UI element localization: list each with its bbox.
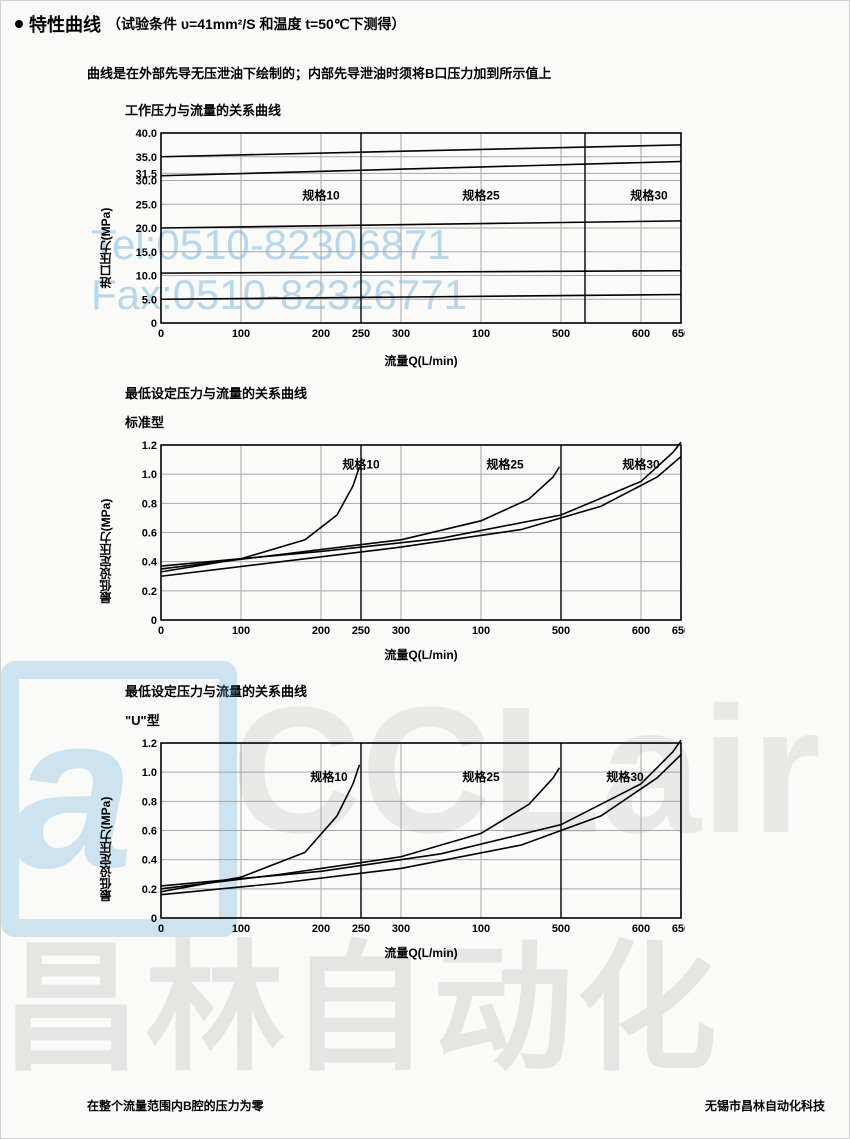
svg-text:1.0: 1.0 [142, 469, 157, 481]
svg-text:规格30: 规格30 [622, 456, 660, 471]
chart3-subtitle: "U"型 [125, 710, 849, 729]
svg-text:500: 500 [552, 328, 570, 340]
svg-text:规格25: 规格25 [462, 769, 500, 784]
page-header: 特性曲线 （试验条件 υ=41mm²/S 和温度 t=50℃下测得） [1, 1, 849, 41]
footer-left: 在整个流量范围内B腔的压力为零 [87, 1097, 264, 1114]
svg-text:100: 100 [472, 625, 490, 637]
subnote: 曲线是在外部先导无压泄油下绘制的；内部先导泄油时须将B口压力加到所示值上 [87, 63, 849, 82]
svg-text:规格10: 规格10 [310, 769, 348, 784]
svg-text:31.5: 31.5 [136, 168, 157, 180]
svg-text:0: 0 [158, 328, 164, 340]
chart1-svg: 05.010.015.020.025.030.031.535.040.00100… [125, 127, 685, 345]
watermark-logo-a: a [11, 681, 133, 901]
svg-text:0.2: 0.2 [142, 884, 157, 896]
svg-text:100: 100 [232, 625, 250, 637]
chart3-svg: 0 0.2 0.4 0.6 0.8 1.0 1.2 0 100 200 250 300 100 500 60… [125, 737, 685, 937]
svg-text:35.0: 35.0 [136, 152, 157, 164]
chart2-xlabel: 流量Q(L/min) [161, 646, 681, 663]
svg-text:0.6: 0.6 [142, 826, 157, 838]
title-main: 特性曲线 [29, 11, 101, 37]
svg-text:规格30: 规格30 [630, 188, 668, 203]
svg-text:100: 100 [472, 328, 490, 340]
svg-text:0: 0 [151, 913, 157, 925]
chart3-block: 最低设定压力与流量的关系曲线 "U"型 最低设定压力(MPa) 00.20.40… [125, 681, 849, 961]
chart1-wrap: 进口压力(MPa) 05.010.015.020.025.030.031.535… [125, 127, 685, 369]
chart2-title: 最低设定压力与流量的关系曲线 [125, 383, 849, 402]
svg-text:规格10: 规格10 [302, 188, 340, 203]
chart2-svg: 0 0.2 0.4 0.6 0.8 1.0 1.2 0 100 200 250 300 100 500 60… [125, 439, 685, 639]
svg-text:25.0: 25.0 [136, 199, 157, 211]
svg-text:0.6: 0.6 [142, 528, 157, 540]
svg-text:15.0: 15.0 [136, 247, 157, 259]
svg-text:250: 250 [352, 923, 370, 935]
svg-text:500: 500 [552, 923, 570, 935]
chart3-ylabel: 最低设定压力(MPa) [97, 797, 114, 902]
chart1-block: 工作压力与流量的关系曲线 进口压力(MPa) 05.010.015.020.02… [125, 100, 849, 369]
svg-text:0: 0 [151, 318, 157, 330]
svg-text:规格25: 规格25 [486, 456, 524, 471]
chart2-ylabel: 最低设定压力(MPa) [97, 499, 114, 604]
svg-text:300: 300 [392, 923, 410, 935]
svg-text:0.4: 0.4 [142, 557, 158, 569]
chart3-xlabel: 流量Q(L/min) [161, 944, 681, 961]
chart2-subtitle: 标准型 [125, 412, 849, 431]
svg-text:规格25: 规格25 [462, 188, 500, 203]
svg-text:600: 600 [632, 328, 650, 340]
svg-text:300: 300 [392, 328, 410, 340]
chart2-wrap: 最低设定压力(MPa) 00.20.40.60.81.01.2010020025… [125, 439, 685, 663]
svg-text:20.0: 20.0 [136, 223, 157, 235]
svg-text:300: 300 [392, 625, 410, 637]
chart3-wrap: 最低设定压力(MPa) 00.20.40.60.81.01.2010020025… [125, 737, 685, 961]
chart3-title: 最低设定压力与流量的关系曲线 [125, 681, 849, 700]
title-condition: （试验条件 υ=41mm²/S 和温度 t=50℃下测得） [107, 14, 405, 34]
svg-text:5.0: 5.0 [142, 294, 157, 306]
svg-text:0: 0 [151, 615, 157, 627]
svg-text:650: 650 [672, 923, 685, 935]
svg-text:0.8: 0.8 [142, 796, 157, 808]
svg-text:0.2: 0.2 [142, 586, 157, 598]
svg-text:40.0: 40.0 [136, 128, 157, 140]
svg-text:1.0: 1.0 [142, 767, 157, 779]
svg-text:200: 200 [312, 328, 330, 340]
svg-text:600: 600 [632, 923, 650, 935]
svg-text:0: 0 [158, 625, 164, 637]
svg-text:650: 650 [672, 328, 685, 340]
footer-right: 无锡市昌林自动化科技 [705, 1097, 825, 1114]
svg-text:650: 650 [672, 625, 685, 637]
page: 特性曲线 （试验条件 υ=41mm²/S 和温度 t=50℃下测得） 曲线是在外… [0, 0, 850, 1139]
chart1-xlabel: 流量Q(L/min) [161, 352, 681, 369]
svg-text:100: 100 [232, 328, 250, 340]
svg-text:0.4: 0.4 [142, 855, 158, 867]
svg-text:200: 200 [312, 625, 330, 637]
svg-text:200: 200 [312, 923, 330, 935]
svg-text:100: 100 [472, 923, 490, 935]
svg-text:0: 0 [158, 923, 164, 935]
svg-text:600: 600 [632, 625, 650, 637]
svg-text:规格10: 规格10 [342, 456, 380, 471]
svg-text:500: 500 [552, 625, 570, 637]
chart1-title: 工作压力与流量的关系曲线 [125, 100, 849, 119]
svg-text:规格30: 规格30 [606, 769, 644, 784]
svg-text:10.0: 10.0 [136, 271, 157, 283]
svg-text:1.2: 1.2 [142, 440, 157, 452]
watermark-logo-cn: 昌林自动化 [1, 941, 721, 1081]
chart2-block: 最低设定压力与流量的关系曲线 标准型 最低设定压力(MPa) 00.20.40.… [125, 383, 849, 663]
chart1-ylabel: 进口压力(MPa) [97, 208, 114, 289]
bullet-icon [15, 20, 23, 28]
svg-text:0.8: 0.8 [142, 498, 157, 510]
svg-text:250: 250 [352, 328, 370, 340]
svg-text:250: 250 [352, 625, 370, 637]
svg-text:1.2: 1.2 [142, 738, 157, 750]
svg-text:100: 100 [232, 923, 250, 935]
